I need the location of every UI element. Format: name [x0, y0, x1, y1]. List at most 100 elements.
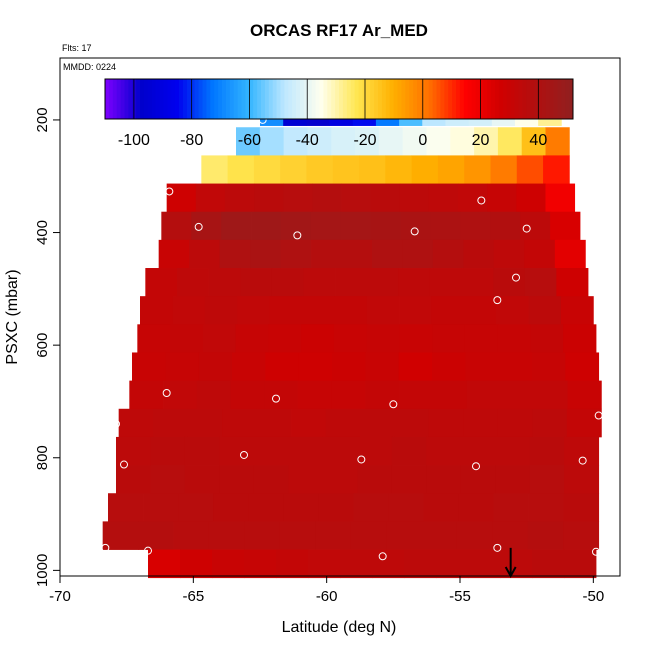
heatmap-cell: [253, 465, 289, 494]
heatmap-cell: [310, 211, 342, 241]
heatmap-cell: [251, 211, 282, 241]
heatmap-cell: [402, 239, 434, 269]
heatmap-cell: [567, 380, 602, 410]
colorbar-segment: [366, 79, 371, 119]
colorbar-segment: [147, 79, 153, 119]
heatmap-cell: [331, 127, 356, 156]
colorbar-segment: [456, 79, 461, 119]
colorbar-segment: [350, 79, 356, 119]
heatmap-cell: [178, 493, 214, 522]
y-tick-label: 1000: [34, 554, 51, 587]
colorbar-segment: [541, 79, 547, 119]
colorbar-segment: [498, 79, 504, 119]
colorbar-segment: [428, 79, 434, 119]
colorbar-segment: [171, 79, 176, 119]
colorbar-segment: [140, 79, 145, 119]
heatmap-cell: [271, 268, 304, 297]
heatmap-cell: [208, 268, 241, 297]
heatmap-cell: [411, 155, 439, 184]
colorbar-tick-label: -20: [353, 132, 376, 149]
heatmap-cell: [221, 211, 252, 241]
heatmap-cell: [460, 465, 496, 494]
heatmap-cell: [528, 493, 565, 522]
heatmap-cell: [208, 521, 245, 550]
colorbar-segment: [284, 79, 289, 119]
colorbar-segment: [354, 79, 359, 119]
heatmap-cell: [554, 239, 586, 269]
heatmap-cell: [497, 127, 523, 156]
heatmap-cell: [219, 465, 255, 494]
colorbar-segment: [393, 79, 398, 119]
heatmap-cell: [463, 239, 495, 269]
colorbar-segment: [339, 79, 344, 119]
colorbar-segment: [183, 79, 188, 119]
y-tick-label: 800: [34, 445, 51, 470]
heatmap-cell: [219, 239, 251, 269]
heatmap-cell: [244, 521, 281, 550]
colorbar-segment: [362, 79, 367, 119]
heatmap-cell: [189, 239, 221, 269]
heatmap-cell: [520, 211, 551, 241]
heatmap-cell: [360, 408, 395, 438]
heatmap-cell: [464, 324, 499, 353]
colorbar-segment: [409, 79, 414, 119]
colorbar-segment: [116, 79, 122, 119]
heatmap-cell: [279, 521, 316, 550]
heatmap-cell: [307, 127, 332, 156]
colorbar-segment: [346, 79, 352, 119]
heatmap-cell: [331, 380, 366, 410]
heatmap-cell: [232, 352, 266, 382]
colorbar-segment: [506, 79, 512, 119]
sample-point: [512, 273, 520, 282]
heatmap-cell: [516, 155, 544, 184]
heatmap-cell: [370, 211, 401, 241]
heatmap-cell: [432, 352, 466, 382]
heatmap-cell: [464, 155, 491, 184]
heatmap-cell: [490, 155, 518, 184]
heatmap-cell: [166, 183, 197, 213]
heatmap-cell: [213, 493, 249, 522]
sample-point: [592, 547, 600, 556]
heatmap-cell: [196, 380, 231, 410]
heatmap-cell: [227, 155, 255, 184]
heatmap-cell: [116, 465, 151, 494]
heatmap-cell: [432, 324, 466, 353]
colorbar-segment: [463, 79, 469, 119]
heatmap-cell: [388, 493, 424, 522]
colorbar-segment: [144, 79, 149, 119]
heatmap-cell: [402, 127, 427, 156]
heatmap-cell: [276, 549, 309, 579]
sample-point: [410, 227, 419, 236]
colorbar-segment: [222, 79, 227, 119]
colorbar-segment: [569, 79, 574, 119]
colorbar-segment: [397, 79, 402, 119]
heatmap-cell: [498, 352, 533, 382]
x-axis: -70 -65 -60 -55 -50: [49, 576, 604, 605]
heatmap-cell: [359, 155, 386, 184]
heatmap-cell: [298, 352, 333, 382]
colorbar-segment: [229, 79, 235, 119]
colorbar-segment: [545, 79, 551, 119]
sample-point: [493, 296, 502, 305]
sample-point: [117, 304, 126, 313]
heatmap-cell: [399, 183, 430, 213]
heatmap-cell: [240, 268, 273, 297]
colorbar-segment: [491, 79, 496, 119]
colorbar-segment: [557, 79, 562, 119]
sample-point: [101, 543, 110, 552]
colorbar-tick-label: 40: [529, 132, 547, 149]
colorbar-segment: [257, 79, 262, 119]
heatmap-cell: [340, 211, 372, 241]
sample-point: [240, 450, 248, 459]
heatmap-cell: [463, 408, 499, 438]
heatmap-cell: [250, 239, 281, 269]
colorbar-segment: [272, 79, 278, 119]
colorbar-segment: [194, 79, 200, 119]
heatmap-cell: [399, 324, 433, 353]
colorbar-segment: [120, 79, 125, 119]
heatmap-cell: [365, 352, 400, 382]
heatmap-cell: [528, 296, 562, 325]
colorbar-segment: [112, 79, 118, 119]
sample-point: [522, 224, 531, 233]
colorbar-segment: [452, 79, 457, 119]
